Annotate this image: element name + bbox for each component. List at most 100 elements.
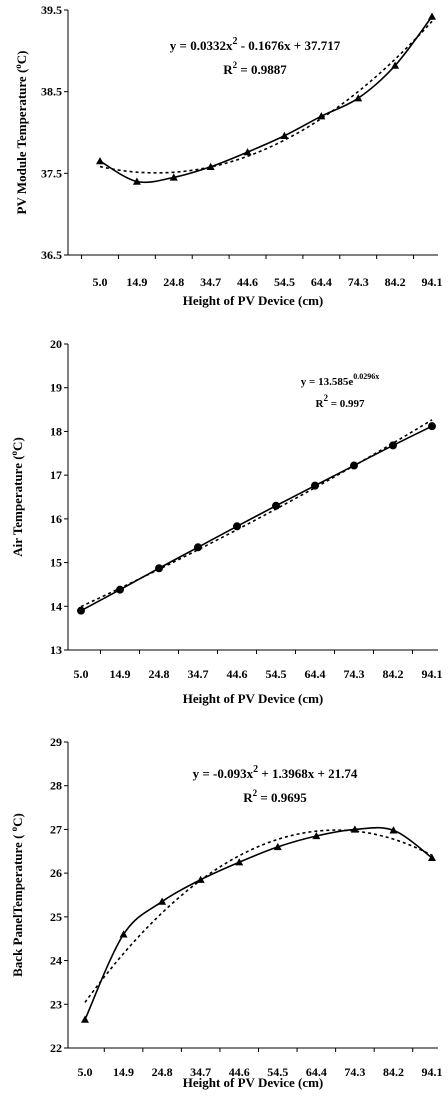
data-point (280, 131, 289, 139)
equation-tail: + 1.3968x + 21.74 (258, 766, 358, 781)
data-point (350, 461, 358, 470)
x-tick-label: 44.6 (229, 1065, 250, 1079)
series-line (84, 826, 433, 1020)
y-tick-label: 38.5 (41, 85, 62, 99)
y-tick-label: 39.5 (41, 3, 62, 17)
y-tick-label: 37.5 (41, 166, 62, 180)
x-tick-label: 34.7 (200, 275, 221, 289)
equation-sup: 0.0296x (353, 372, 379, 381)
y-tick-label: 17 (50, 468, 62, 482)
x-tick-label: 5.0 (74, 667, 89, 681)
trendline (80, 419, 433, 608)
equation-sup: 2 (253, 764, 258, 775)
data-point (116, 585, 124, 594)
r-squared-value: = 0.997 (328, 398, 365, 410)
data-point (391, 61, 400, 69)
r-squared-value: = 0.9695 (257, 790, 307, 805)
data-point (155, 564, 163, 573)
data-point (243, 148, 252, 156)
x-tick-label: 94.1 (422, 1065, 443, 1079)
data-point (428, 422, 436, 431)
y-axis-title-main: PV Module Temperature ( (14, 69, 29, 215)
equation-sup: 2 (232, 36, 237, 47)
chart-2: 13 14 15 16 17 18 19 20 5.0 14.9 24.8 34.7 44.6 54.5 6… (9, 337, 443, 706)
x-tick-label: 14.9 (113, 1065, 134, 1079)
x-tick-label: 44.6 (227, 667, 248, 681)
x-tick-label: 94.1 (422, 275, 443, 289)
x-tick-label: 84.2 (385, 275, 406, 289)
x-tick-label: 74.3 (344, 1065, 365, 1079)
data-point (311, 481, 319, 490)
y-axis-title: Back PanelTemperature ( oC) (9, 813, 25, 977)
x-tick-label: 14.9 (110, 667, 131, 681)
series-line (99, 16, 433, 184)
trendline (84, 829, 433, 1003)
data-point (273, 842, 282, 851)
data-point (169, 173, 178, 181)
y-axis-title-tail: C) (10, 437, 25, 451)
y-tick-label: 22 (50, 1041, 62, 1055)
x-tick-label: 24.8 (163, 275, 184, 289)
y-tick-label: 28 (50, 779, 62, 793)
r-squared-label: R (243, 790, 253, 805)
x-tick-label: 84.2 (383, 667, 404, 681)
y-axis-title: PV Module Temperature (oC) (13, 51, 29, 215)
y-tick-label: 24 (50, 954, 62, 968)
data-point (350, 825, 359, 833)
data-point (312, 831, 321, 840)
x-tick-label: 24.8 (149, 667, 170, 681)
data-point (272, 501, 280, 510)
r-squared: R2 = 0.9695 (243, 788, 307, 805)
y-axis-title-tail: C) (14, 51, 29, 65)
y-axis-title-sup: o (9, 450, 19, 455)
trend-equation: y = 0.0332x2 - 0.1676x + 37.717 (170, 36, 341, 53)
data-point (235, 858, 244, 866)
y-axis-title-main: Back PanelTemperature ( (10, 831, 25, 977)
x-tick-label: 64.4 (306, 1065, 327, 1079)
y-tick-label: 25 (50, 910, 62, 924)
y-tick-label: 15 (50, 556, 62, 570)
data-point (132, 177, 141, 185)
data-point (354, 94, 363, 102)
x-tick-label: 14.9 (126, 275, 147, 289)
x-tick-label: 5.0 (93, 275, 108, 289)
data-point (428, 853, 436, 862)
r-squared-label: R (316, 398, 325, 410)
r-squared-value: = 0.9887 (237, 62, 287, 77)
y-tick-label: 13 (50, 643, 62, 657)
y-axis-title-sup: o (9, 826, 19, 831)
y-tick-label: 14 (50, 599, 62, 613)
data-point (81, 1015, 89, 1023)
r-squared-sup: 2 (233, 60, 238, 70)
r-squared: R2 = 0.997 (316, 393, 365, 410)
data-point (196, 875, 205, 883)
equation-main: y = -0.093x (193, 766, 254, 781)
chart-1: 36.5 37.5 38.5 39.5 5.0 14.9 24.8 34.7 44.6 54.5 6… (13, 3, 443, 308)
y-tick-label: 29 (50, 735, 62, 749)
x-tick-label: 54.5 (267, 1065, 288, 1079)
y-tick-label: 26 (50, 866, 62, 880)
data-point (206, 162, 215, 170)
x-tick-label: 5.0 (78, 1065, 93, 1079)
trend-equation: y = -0.093x2 + 1.3968x + 21.74 (193, 764, 358, 781)
x-tick-label: 64.4 (305, 667, 326, 681)
r-squared-sup: 2 (323, 393, 328, 403)
data-point (233, 522, 241, 531)
trendline (99, 20, 433, 174)
r-squared-sup: 2 (253, 788, 258, 798)
y-axis-title: Air Temperature (oC) (9, 437, 25, 557)
equation-tail: - 0.1676x + 37.717 (237, 38, 340, 53)
y-tick-label: 36.5 (41, 248, 62, 262)
data-point (194, 543, 202, 552)
x-tick-label: 54.5 (274, 275, 295, 289)
data-point (317, 112, 326, 120)
y-tick-label: 23 (50, 997, 62, 1011)
x-axis-title: Height of PV Device (cm) (183, 1075, 324, 1090)
r-squared: R2 = 0.9887 (223, 60, 287, 77)
data-point (389, 441, 397, 450)
y-axis-title-sup: o (13, 64, 23, 69)
x-axis-title: Height of PV Device (cm) (183, 691, 324, 706)
